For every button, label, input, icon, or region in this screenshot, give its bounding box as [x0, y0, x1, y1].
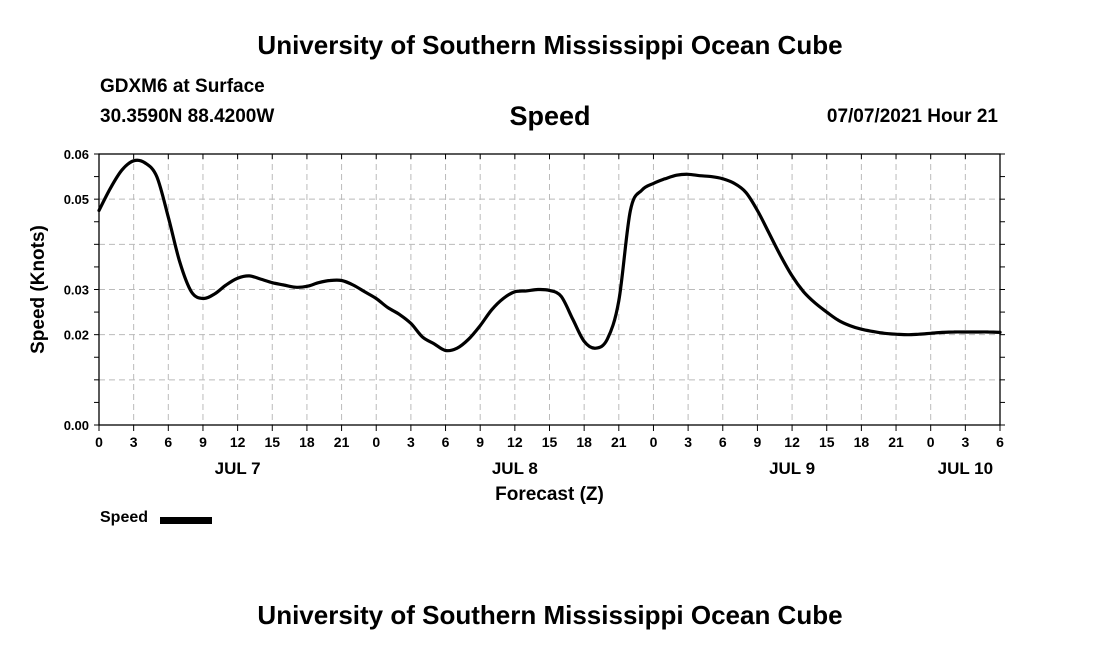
page-title-bottom: University of Southern Mississippi Ocean… [257, 600, 843, 630]
x-tick-label: 15 [264, 434, 280, 450]
forecast-datetime: 07/07/2021 Hour 21 [826, 106, 998, 127]
date-label: JUL 10 [938, 459, 993, 478]
x-tick-label: 15 [542, 434, 558, 450]
y-tick-label: 0.03 [64, 283, 89, 298]
x-tick-label: 6 [719, 434, 727, 450]
series-line-speed [97, 158, 1002, 353]
x-tick-label: 18 [854, 434, 870, 450]
x-tick-label: 9 [476, 434, 484, 450]
coordinates-label: 30.3590N 88.4200W [100, 106, 275, 127]
y-tick-label: 0.02 [64, 328, 89, 343]
y-tick-label: 0.06 [64, 147, 89, 162]
x-tick-label: 21 [334, 434, 350, 450]
x-tick-label: 0 [95, 434, 103, 450]
x-tick-label: 18 [576, 434, 592, 450]
x-tick-label: 0 [650, 434, 658, 450]
x-tick-label: 9 [754, 434, 762, 450]
x-axis-label: Forecast (Z) [495, 484, 604, 505]
x-tick-label: 6 [164, 434, 172, 450]
x-tick-label: 6 [442, 434, 450, 450]
x-tick-label: 21 [888, 434, 904, 450]
chart-title: Speed [509, 101, 591, 131]
x-tick-label: 18 [299, 434, 315, 450]
x-tick-label: 21 [611, 434, 627, 450]
x-tick-label: 12 [507, 434, 523, 450]
date-label: JUL 8 [492, 459, 538, 478]
x-tick-label: 12 [784, 434, 800, 450]
x-tick-label: 3 [407, 434, 415, 450]
x-tick-label: 15 [819, 434, 835, 450]
x-tick-label: 0 [927, 434, 935, 450]
legend-swatch [160, 517, 212, 524]
date-label: JUL 7 [215, 459, 261, 478]
y-axis-label: Speed (Knots) [28, 225, 49, 354]
legend-label: Speed [100, 509, 149, 526]
x-tick-label: 3 [961, 434, 969, 450]
page-title-top: University of Southern Mississippi Ocean… [257, 30, 843, 60]
station-label: GDXM6 at Surface [100, 76, 265, 97]
x-tick-label: 6 [996, 434, 1004, 450]
y-tick-label: 0.00 [64, 418, 89, 433]
x-tick-label: 12 [230, 434, 246, 450]
x-tick-label: 3 [684, 434, 692, 450]
date-label: JUL 9 [769, 459, 815, 478]
x-tick-label: 9 [199, 434, 207, 450]
x-tick-label: 0 [372, 434, 380, 450]
x-tick-label: 3 [130, 434, 138, 450]
y-tick-label: 0.05 [64, 192, 89, 207]
